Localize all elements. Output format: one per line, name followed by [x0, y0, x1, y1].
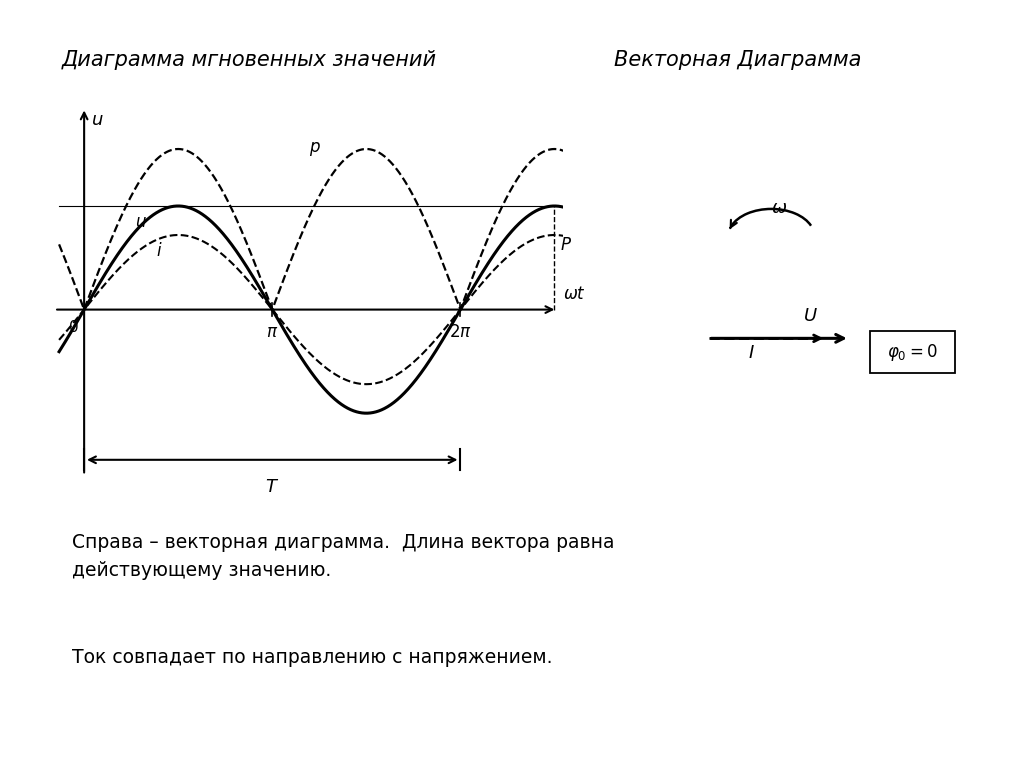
Text: $i$: $i$: [156, 242, 162, 260]
Text: $T$: $T$: [265, 479, 280, 496]
Text: $\varphi_0=0$: $\varphi_0=0$: [887, 341, 938, 363]
Text: Справа – векторная диаграмма.  Длина вектора равна
действующему значению.: Справа – векторная диаграмма. Длина вект…: [72, 533, 614, 580]
Text: $2\pi$: $2\pi$: [449, 323, 472, 341]
Text: $u$: $u$: [91, 110, 103, 129]
Text: 0: 0: [69, 320, 78, 335]
Text: $u$: $u$: [135, 212, 146, 231]
Text: $U$: $U$: [803, 307, 817, 325]
FancyBboxPatch shape: [870, 331, 954, 373]
Text: Диаграмма мгновенных значений: Диаграмма мгновенных значений: [61, 50, 436, 70]
Text: $P$: $P$: [560, 235, 572, 254]
Text: $p$: $p$: [309, 140, 321, 158]
Text: Векторная Диаграмма: Векторная Диаграмма: [614, 50, 862, 70]
Text: $\omega t$: $\omega t$: [563, 285, 586, 304]
Text: $\omega$: $\omega$: [771, 199, 787, 217]
Text: $\pi$: $\pi$: [266, 323, 279, 341]
Text: $I$: $I$: [749, 344, 755, 362]
Text: Ток совпадает по направлению с напряжением.: Ток совпадает по направлению с напряжени…: [72, 648, 552, 667]
